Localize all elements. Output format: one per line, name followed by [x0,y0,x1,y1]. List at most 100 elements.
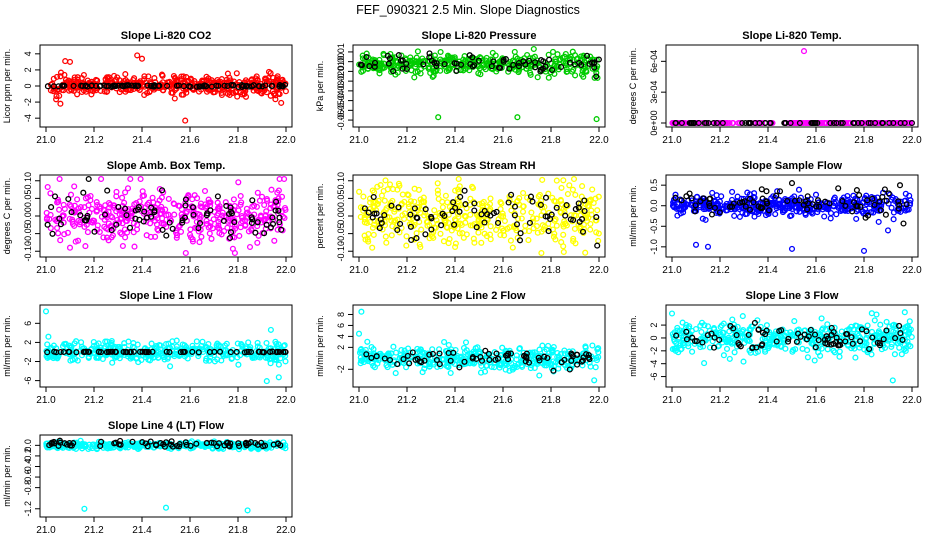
x-tick-label: 21.0 [662,135,682,146]
x-tick-label: 21.6 [806,395,826,406]
y-tick-label: -2 [336,365,346,373]
panel-title: Slope Line 4 (LT) Flow [108,420,224,432]
data-point [249,197,256,204]
data-point [403,233,410,240]
x-tick-label: 22.0 [589,395,609,406]
data-point-outlier [45,333,52,340]
data-point [414,48,421,55]
series-samples [356,175,602,257]
data-point [791,318,798,325]
panel-title: Slope Line 2 Flow [433,290,526,302]
data-point [263,339,270,347]
panel-title: Slope Li-820 Temp. [742,30,841,42]
y-tick-label: 3e-04 [649,81,659,104]
x-tick-label: 21.2 [84,135,104,146]
data-point [85,175,92,183]
x-tick-label: 21.2 [710,265,730,276]
x-tick-label: 21.2 [84,525,104,536]
data-point [49,230,56,237]
data-point [392,370,399,377]
x-tick-label: 21.2 [710,135,730,146]
data-point [511,48,518,55]
data-point [221,82,228,89]
data-point-outlier [692,241,700,248]
x-tick-label: 21.0 [349,395,369,406]
data-point [558,184,565,191]
x-tick-label: 21.2 [397,395,417,406]
data-point [467,211,474,218]
y-tick-label: 0.0 [23,439,33,452]
data-point-outlier [860,247,868,254]
data-point [179,79,187,86]
data-point [868,310,875,317]
data-point-outlier [162,504,170,511]
series-samples [355,308,602,384]
data-point [208,83,215,90]
data-point [560,177,567,184]
x-tick-label: 21.8 [228,135,248,146]
data-point [235,179,242,186]
y-axis-label: percent per min. [315,183,325,248]
data-point [254,189,261,196]
y-tick-label: -2 [23,98,33,106]
data-point [519,208,527,215]
data-point [273,78,280,85]
data-point [487,223,494,230]
series-subset [44,81,289,91]
y-tick-label: 2 [23,67,33,72]
data-point [224,70,231,77]
data-point [57,237,64,244]
panel-title: Slope Gas Stream RH [422,160,535,172]
data-point [545,74,552,81]
data-point [403,242,410,249]
data-point [564,190,571,198]
y-tick-label: -0.5 [649,219,659,235]
x-tick-label: 22.0 [276,135,296,146]
series-samples [42,308,289,385]
data-point [233,70,240,77]
x-tick-label: 21.6 [180,395,200,406]
data-point-outlier [884,227,892,234]
data-point [891,351,898,358]
data-point [720,352,727,359]
data-point [731,349,738,356]
y-tick-label: -2 [649,347,659,355]
data-point [501,217,508,225]
y-tick-label: -1.0 [649,239,659,255]
panel-title: Slope Line 3 Flow [746,290,839,302]
x-tick-label: 21.2 [397,135,417,146]
data-point [122,234,129,241]
y-tick-label: 6 [336,323,346,328]
x-tick-label: 21.4 [132,265,152,276]
data-point [827,215,834,222]
data-point [53,96,60,103]
data-point [44,221,51,228]
data-point [835,185,842,192]
data-point [821,213,828,220]
data-point [171,211,178,218]
x-tick-label: 21.2 [397,265,417,276]
data-point [196,239,203,246]
panel-title: Slope Amb. Box Temp. [107,160,226,172]
x-tick-label: 21.8 [541,395,561,406]
data-point [187,226,194,233]
x-tick-label: 21.8 [854,265,874,276]
data-point [238,83,246,91]
data-point [723,345,731,352]
x-tick-label: 21.8 [228,395,248,406]
data-point [833,211,840,218]
data-point [595,237,602,244]
data-point [836,353,843,360]
data-point [852,354,859,361]
data-point [164,79,171,86]
data-point [364,338,371,345]
data-point [65,195,72,203]
data-point [235,83,242,90]
data-point [172,75,179,82]
series-samples [669,186,914,254]
data-point [267,326,274,333]
data-point [729,316,736,323]
